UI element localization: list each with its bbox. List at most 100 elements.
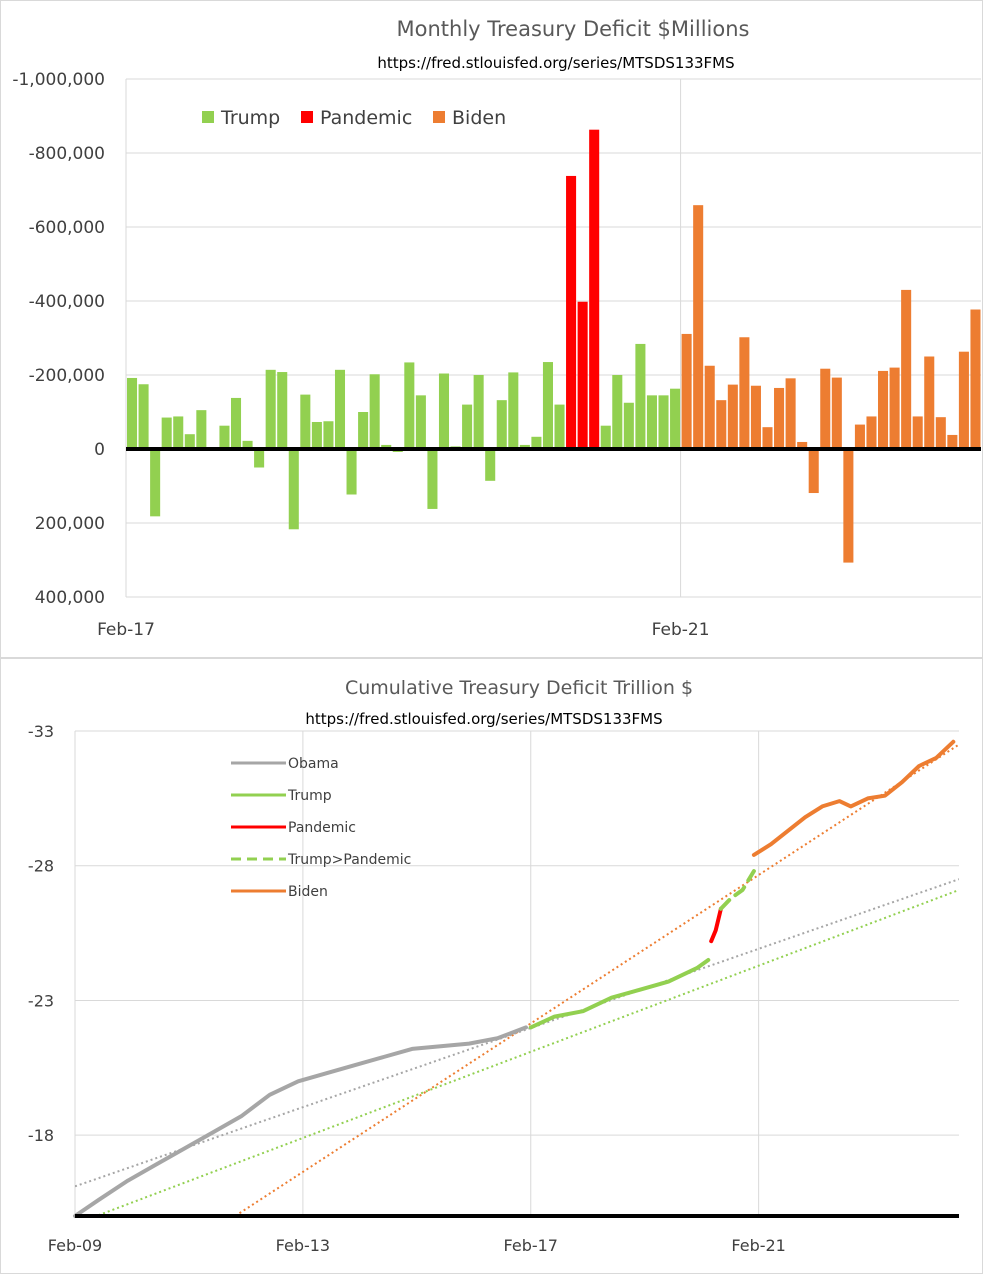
legend-label: Obama — [288, 756, 339, 772]
x-tick-label: Feb-13 — [276, 1236, 330, 1255]
bar — [566, 175, 577, 449]
bar — [381, 444, 392, 449]
trendline — [93, 889, 959, 1216]
bar — [762, 427, 773, 449]
monthly-deficit-chart-panel: Monthly Treasury Deficit $Millions https… — [0, 0, 983, 658]
bar — [496, 400, 507, 449]
legend-label: Biden — [452, 107, 506, 129]
y-tick-label: -23 — [28, 991, 54, 1010]
bar — [277, 372, 288, 449]
bar — [785, 378, 796, 449]
bar — [889, 367, 900, 449]
bar — [589, 129, 600, 449]
bar — [542, 362, 553, 449]
bar — [254, 449, 265, 468]
bar — [127, 377, 138, 449]
bar — [404, 362, 415, 449]
chart-title: Cumulative Treasury Deficit Trillion $ — [345, 677, 693, 699]
legend-label: Trump>Pandemic — [287, 852, 411, 868]
bar — [727, 384, 738, 449]
y-tick-label: -200,000 — [29, 366, 105, 386]
bar — [912, 416, 923, 449]
bar — [866, 416, 877, 449]
y-tick-label: -28 — [28, 857, 54, 876]
y-tick-label: 200,000 — [35, 514, 105, 534]
bar — [623, 402, 634, 449]
bar — [462, 404, 473, 449]
bar — [820, 368, 831, 449]
bar — [681, 333, 692, 449]
bar — [438, 373, 450, 449]
x-tick-label: Feb-17 — [504, 1236, 558, 1255]
chart-subtitle: https://fred.stlouisfed.org/series/MTSDS… — [305, 710, 662, 728]
bar — [485, 449, 496, 481]
bar — [878, 370, 889, 449]
legend-label: Pandemic — [288, 820, 356, 836]
y-tick-label: 400,000 — [35, 588, 105, 608]
bar — [196, 410, 207, 449]
bar — [947, 434, 958, 449]
bar — [808, 449, 819, 494]
bar — [704, 365, 715, 449]
bar — [774, 387, 785, 449]
bar — [970, 309, 981, 449]
bar — [935, 417, 946, 449]
bar — [415, 395, 426, 449]
legend-label: Pandemic — [320, 107, 412, 129]
bar — [693, 205, 704, 449]
bar — [646, 395, 657, 449]
y-tick-label: -33 — [28, 722, 54, 741]
bar — [288, 449, 299, 530]
bar — [831, 377, 842, 449]
bar — [265, 369, 276, 449]
chart-title: Monthly Treasury Deficit $Millions — [397, 17, 750, 41]
legend-label: Biden — [288, 884, 328, 900]
bar — [924, 356, 935, 449]
y-tick-label: -18 — [28, 1126, 54, 1145]
bar — [531, 436, 542, 449]
y-tick-label: -1,000,000 — [12, 70, 105, 90]
bar — [600, 425, 611, 449]
series-line — [751, 739, 956, 857]
bar — [242, 440, 253, 449]
bar — [323, 421, 334, 449]
legend-label: Trump — [287, 788, 332, 804]
bar — [612, 375, 623, 449]
bar — [173, 416, 184, 449]
bar — [358, 412, 369, 449]
series-line — [709, 906, 723, 944]
bar — [658, 395, 669, 449]
bar — [427, 449, 438, 509]
bar — [508, 372, 519, 449]
bar — [161, 417, 172, 449]
bar — [854, 424, 865, 449]
bar — [577, 301, 588, 449]
cumulative-deficit-chart-panel: Cumulative Treasury Deficit Trillion $ h… — [0, 658, 983, 1274]
bar — [797, 441, 808, 449]
y-tick-label: -800,000 — [29, 144, 105, 164]
bar — [843, 449, 854, 563]
x-tick-label: Feb-17 — [97, 620, 155, 640]
chart-subtitle: https://fred.stlouisfed.org/series/MTSDS… — [377, 54, 734, 72]
cumulative-deficit-chart: Cumulative Treasury Deficit Trillion $ h… — [28, 677, 959, 1255]
bar — [346, 449, 357, 495]
bar — [311, 421, 322, 449]
bar — [739, 337, 750, 449]
series-line — [73, 1025, 528, 1218]
bar — [635, 343, 646, 449]
legend-swatch — [202, 111, 214, 123]
bar — [219, 425, 230, 449]
bar — [300, 394, 311, 449]
bar — [369, 374, 380, 449]
series-line — [528, 958, 711, 1030]
bar — [230, 397, 242, 449]
bar — [184, 434, 195, 449]
bar — [554, 404, 565, 449]
bar — [138, 384, 149, 449]
bar — [334, 369, 346, 449]
bar — [670, 388, 681, 449]
x-tick-label: Feb-21 — [731, 1236, 785, 1255]
trendline — [75, 878, 959, 1188]
y-tick-label: -400,000 — [29, 292, 105, 312]
bar — [958, 351, 969, 449]
